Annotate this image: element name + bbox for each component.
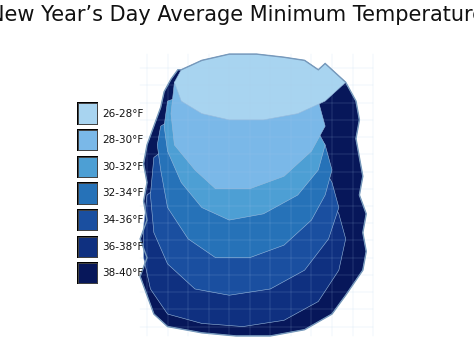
Text: 30-32°F: 30-32°F bbox=[102, 162, 144, 172]
Text: 36-38°F: 36-38°F bbox=[102, 242, 144, 252]
FancyBboxPatch shape bbox=[79, 237, 97, 257]
Text: 28-30°F: 28-30°F bbox=[102, 135, 144, 145]
FancyBboxPatch shape bbox=[79, 210, 97, 230]
Polygon shape bbox=[171, 70, 325, 189]
FancyBboxPatch shape bbox=[79, 263, 97, 283]
FancyBboxPatch shape bbox=[77, 102, 99, 125]
Polygon shape bbox=[150, 126, 339, 295]
Polygon shape bbox=[140, 54, 366, 336]
Text: 34-36°F: 34-36°F bbox=[102, 215, 144, 225]
FancyBboxPatch shape bbox=[77, 262, 99, 285]
FancyBboxPatch shape bbox=[79, 157, 97, 177]
FancyBboxPatch shape bbox=[77, 156, 99, 178]
Text: New Year’s Day Average Minimum Temperature: New Year’s Day Average Minimum Temperatu… bbox=[0, 5, 474, 25]
Text: 26-28°F: 26-28°F bbox=[102, 109, 144, 119]
FancyBboxPatch shape bbox=[77, 129, 99, 151]
FancyBboxPatch shape bbox=[79, 103, 97, 124]
FancyBboxPatch shape bbox=[77, 235, 99, 258]
Polygon shape bbox=[164, 89, 325, 220]
Polygon shape bbox=[144, 164, 346, 327]
Text: 38-40°F: 38-40°F bbox=[102, 268, 144, 278]
Polygon shape bbox=[174, 54, 346, 120]
Polygon shape bbox=[157, 104, 332, 258]
FancyBboxPatch shape bbox=[79, 183, 97, 204]
FancyBboxPatch shape bbox=[77, 209, 99, 231]
FancyBboxPatch shape bbox=[79, 130, 97, 150]
FancyBboxPatch shape bbox=[77, 183, 99, 205]
Text: 32-34°F: 32-34°F bbox=[102, 189, 144, 198]
